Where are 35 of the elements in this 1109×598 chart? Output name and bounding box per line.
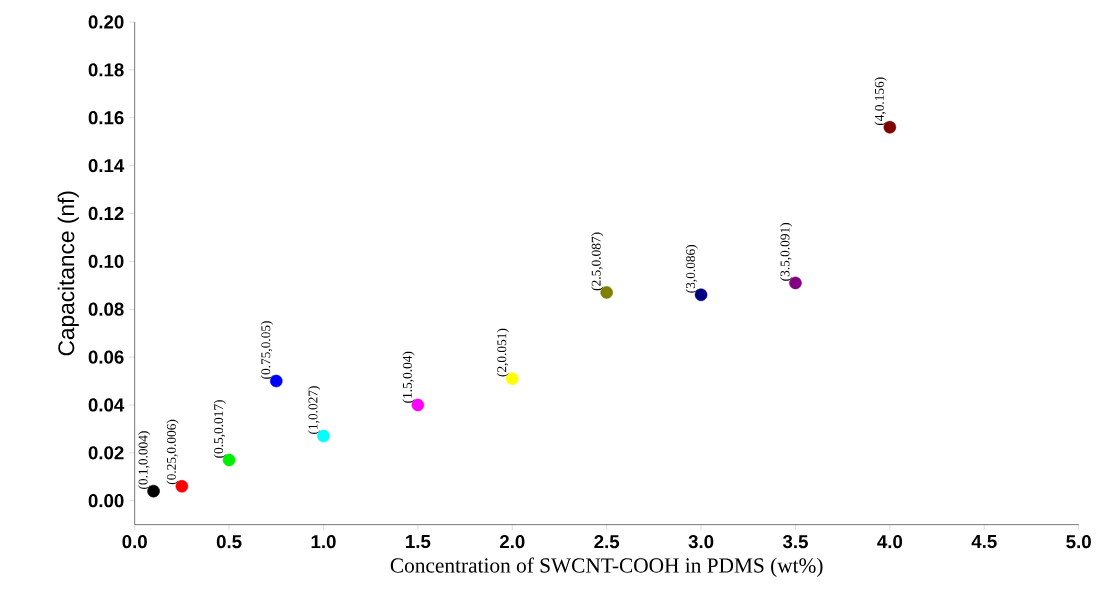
x-tick-label: 5.0 [1066, 535, 1091, 549]
x-axis-title: Concentration of SWCNT-COOH in PDMS (wt%) [390, 557, 823, 578]
y-tick-label: 0.06 [88, 350, 124, 364]
data-label: (0.1,0.004) [138, 431, 151, 489]
y-tick-label: 0.18 [88, 63, 124, 77]
x-tick-label: 1.0 [311, 535, 336, 549]
y-tick-label: 0.12 [88, 206, 124, 221]
x-tick-label: 4.0 [877, 535, 903, 549]
data-label: (1.5,0.04) [402, 351, 415, 403]
y-tick-label: 0.08 [88, 302, 124, 316]
data-label: (0.25,0.006) [166, 419, 179, 485]
data-label: (3.5,0.091) [780, 223, 793, 281]
y-tick-label: 0.04 [88, 398, 125, 412]
x-tick-label: 2.0 [499, 535, 525, 549]
data-label: (3,0.086) [685, 244, 698, 293]
x-tick-label: 0.5 [216, 535, 242, 549]
data-label: (2.5,0.087) [591, 232, 604, 291]
y-tick-label: 0.16 [88, 111, 124, 125]
data-label: (1,0.027) [308, 386, 321, 434]
y-tick-label: 0.20 [88, 15, 124, 29]
x-tick-label: 1.5 [406, 535, 431, 549]
data-label: (2,0.051) [496, 328, 509, 377]
x-tick-label: 4.5 [971, 535, 997, 549]
data-label: (0.75,0.05) [260, 321, 273, 379]
x-tick-label: 2.5 [594, 535, 620, 549]
data-label: (4,0.156) [874, 77, 887, 126]
data-label: (0.5,0.017) [213, 400, 226, 458]
y-tick-label: 0.14 [88, 158, 125, 173]
y-tick-label: 0.00 [88, 494, 124, 508]
x-tick-label: 3.5 [782, 535, 808, 549]
x-tick-label: 0.0 [122, 535, 147, 549]
y-tick-label: 0.10 [88, 254, 124, 268]
y-axis-title: Capacitance (nf) [57, 191, 79, 356]
x-tick-label: 3.0 [688, 535, 714, 549]
y-tick-label: 0.02 [88, 446, 124, 460]
